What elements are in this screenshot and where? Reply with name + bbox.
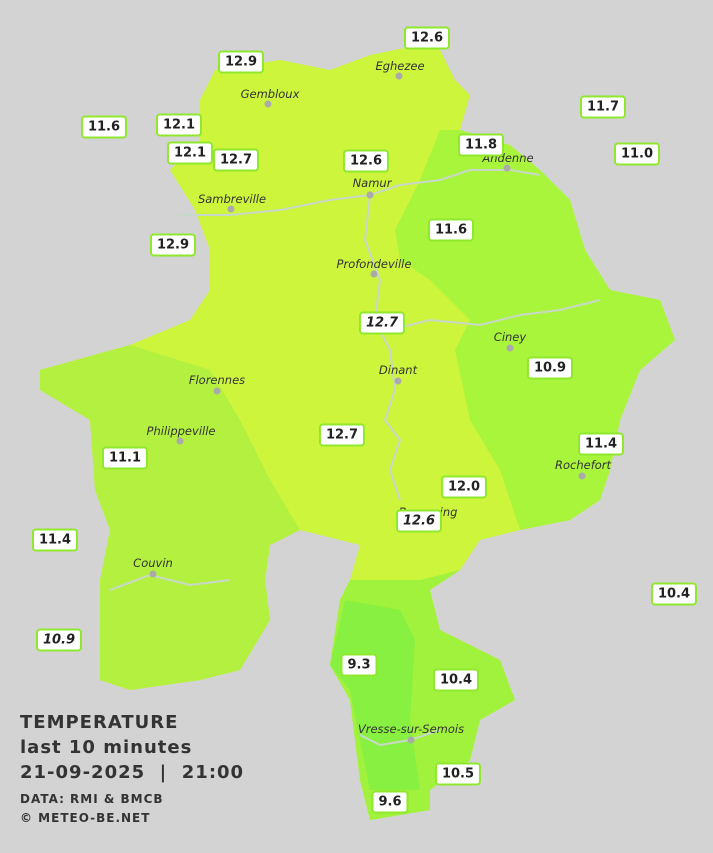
station-value: 12.1 <box>155 113 203 137</box>
station-value: 12.7 <box>358 311 406 335</box>
station-value: 9.6 <box>371 790 409 814</box>
city-dot <box>149 570 157 578</box>
station-value: 9.3 <box>340 653 378 677</box>
station-value: 10.5 <box>434 762 482 786</box>
city-name: Ciney <box>493 330 527 344</box>
station-value: 12.9 <box>217 50 265 74</box>
station-value: 12.6 <box>395 509 443 533</box>
station-value: 12.7 <box>212 148 260 172</box>
city-dot <box>395 72 403 80</box>
city-name: Namur <box>352 176 392 190</box>
station-value: 11.0 <box>613 142 661 166</box>
station-value: 10.4 <box>650 582 698 606</box>
station-value: 12.7 <box>318 423 366 447</box>
city-name: Rochefort <box>554 458 612 472</box>
station-value: 11.4 <box>31 528 79 552</box>
legend-datetime: 21-09-2025 | 21:00 <box>20 762 245 783</box>
city-dot <box>176 437 184 445</box>
city-name: Philippeville <box>146 424 216 438</box>
river <box>180 169 541 216</box>
legend-credit: © METEO-BE.NET <box>20 811 151 825</box>
station-value: 11.6 <box>80 115 128 139</box>
city-dot <box>366 191 374 199</box>
station-value: 10.4 <box>432 668 480 692</box>
river <box>389 299 601 331</box>
station-value: 10.9 <box>35 628 83 652</box>
city-dot <box>213 387 221 395</box>
city-dot <box>227 205 235 213</box>
station-value: 12.6 <box>403 26 451 50</box>
city-name: Couvin <box>133 556 173 570</box>
station-value: 11.4 <box>577 432 625 456</box>
legend-subtitle: last 10 minutes <box>20 737 193 758</box>
city-dot <box>370 270 378 278</box>
station-value: 12.9 <box>149 233 197 257</box>
city-name: Profondeville <box>336 257 412 271</box>
city-name: Dinant <box>378 363 418 377</box>
zone-cold <box>330 600 420 790</box>
city-dot <box>407 736 415 744</box>
station-value: 11.7 <box>579 95 627 119</box>
city-dot <box>264 100 272 108</box>
city-dot <box>506 344 514 352</box>
city-name: Gembloux <box>240 87 300 101</box>
legend-source: DATA: RMI & BMCB <box>20 792 164 806</box>
river <box>363 194 402 501</box>
city-dot <box>503 164 511 172</box>
station-value: 10.9 <box>526 356 574 380</box>
legend-title: TEMPERATURE <box>20 712 179 733</box>
city-dot <box>578 472 586 480</box>
station-value: 11.6 <box>427 218 475 242</box>
station-value: 11.8 <box>457 133 505 157</box>
city-name: Vresse-sur-Semois <box>357 722 465 736</box>
city-name: Sambreville <box>197 192 267 206</box>
station-value: 11.1 <box>101 446 149 470</box>
station-value: 12.6 <box>342 149 390 173</box>
city-dot <box>394 377 402 385</box>
city-name: Eghezee <box>375 59 425 73</box>
zone-west <box>40 345 300 690</box>
river <box>109 573 441 747</box>
city-name: Florennes <box>188 373 246 387</box>
station-value: 12.0 <box>440 475 488 499</box>
station-value: 12.1 <box>166 141 214 165</box>
